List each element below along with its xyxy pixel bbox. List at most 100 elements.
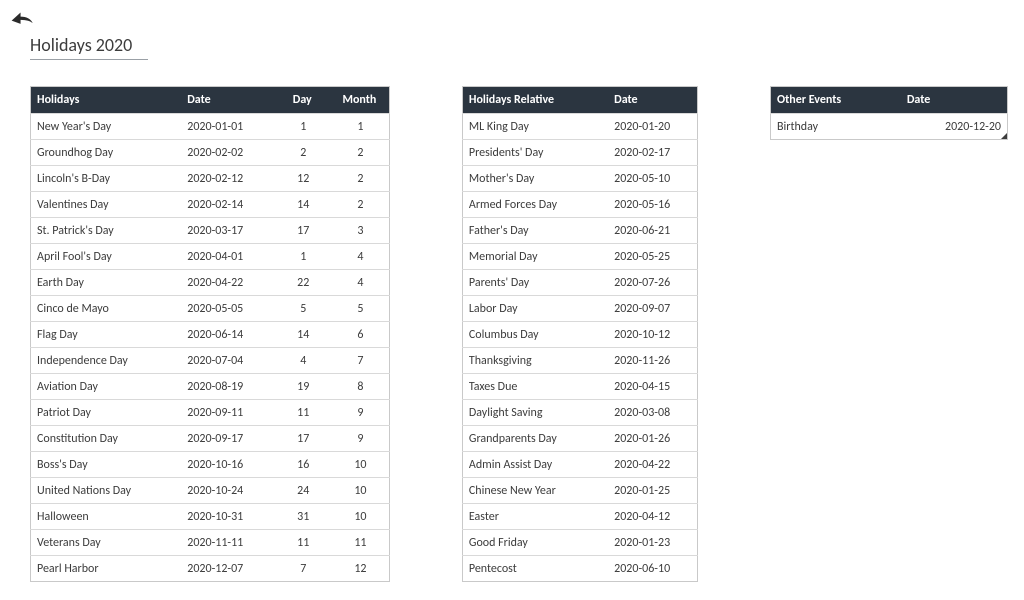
table-cell: 4 bbox=[332, 244, 389, 270]
table-cell: 2020-03-17 bbox=[181, 218, 274, 244]
table-cell: 2020-06-14 bbox=[181, 322, 274, 348]
table-cell: 2020-02-02 bbox=[181, 140, 274, 166]
table-cell: 2020-07-26 bbox=[608, 270, 697, 296]
table-cell: Easter bbox=[462, 504, 608, 530]
col-header: Day bbox=[275, 87, 332, 114]
table-cell: 14 bbox=[275, 322, 332, 348]
table-cell: 17 bbox=[275, 426, 332, 452]
col-header: Month bbox=[332, 87, 389, 114]
table-row: Admin Assist Day2020-04-22 bbox=[462, 452, 697, 478]
table-cell: Birthday bbox=[770, 114, 900, 140]
table-cell: United Nations Day bbox=[31, 478, 182, 504]
table-cell: 2020-10-12 bbox=[608, 322, 697, 348]
col-header: Date bbox=[608, 87, 697, 114]
table-cell: Cinco de Mayo bbox=[31, 296, 182, 322]
table-cell: Daylight Saving bbox=[462, 400, 608, 426]
table-row: Taxes Due2020-04-15 bbox=[462, 374, 697, 400]
table-row: St. Patrick's Day2020-03-17173 bbox=[31, 218, 390, 244]
table-cell: Memorial Day bbox=[462, 244, 608, 270]
other-events-table: Other Events Date Birthday2020-12-20 bbox=[770, 86, 1008, 140]
table-cell: 2020-02-14 bbox=[181, 192, 274, 218]
table-cell: 2020-12-20 bbox=[901, 114, 1008, 140]
table-cell: 2020-06-21 bbox=[608, 218, 697, 244]
table-row: Grandparents Day2020-01-26 bbox=[462, 426, 697, 452]
table-row: Pentecost2020-06-10 bbox=[462, 556, 697, 582]
table-row: Groundhog Day2020-02-0222 bbox=[31, 140, 390, 166]
table-cell: Halloween bbox=[31, 504, 182, 530]
table-row: Father's Day2020-06-21 bbox=[462, 218, 697, 244]
table-cell: 2020-06-10 bbox=[608, 556, 697, 582]
table-row: Columbus Day2020-10-12 bbox=[462, 322, 697, 348]
table-cell: 2020-04-01 bbox=[181, 244, 274, 270]
table-cell: Chinese New Year bbox=[462, 478, 608, 504]
back-arrow-icon[interactable] bbox=[10, 8, 36, 30]
table-cell: 2020-02-12 bbox=[181, 166, 274, 192]
table-cell: 2 bbox=[332, 166, 389, 192]
table-row: Chinese New Year2020-01-25 bbox=[462, 478, 697, 504]
table-cell: 2020-10-24 bbox=[181, 478, 274, 504]
table-cell: 2020-09-17 bbox=[181, 426, 274, 452]
table-cell: 2020-04-22 bbox=[181, 270, 274, 296]
table-cell: Good Friday bbox=[462, 530, 608, 556]
table-cell: 2 bbox=[332, 192, 389, 218]
table-cell: Aviation Day bbox=[31, 374, 182, 400]
table-cell: 2020-04-22 bbox=[608, 452, 697, 478]
table-cell: 2020-03-08 bbox=[608, 400, 697, 426]
table-cell: 2020-10-31 bbox=[181, 504, 274, 530]
col-header: Other Events bbox=[770, 87, 900, 114]
table-cell: Presidents' Day bbox=[462, 140, 608, 166]
table-row: April Fool's Day2020-04-0114 bbox=[31, 244, 390, 270]
table-cell: 2020-05-10 bbox=[608, 166, 697, 192]
table-cell: 14 bbox=[275, 192, 332, 218]
table-cell: 5 bbox=[275, 296, 332, 322]
table-cell: 2020-09-07 bbox=[608, 296, 697, 322]
table-cell: Groundhog Day bbox=[31, 140, 182, 166]
table-cell: 2020-05-16 bbox=[608, 192, 697, 218]
table-cell: 2020-05-25 bbox=[608, 244, 697, 270]
table-cell: 31 bbox=[275, 504, 332, 530]
table-row: Patriot Day2020-09-11119 bbox=[31, 400, 390, 426]
table-cell: 2 bbox=[275, 140, 332, 166]
table-row: Birthday2020-12-20 bbox=[770, 114, 1007, 140]
table-row: Earth Day2020-04-22224 bbox=[31, 270, 390, 296]
table-row: Good Friday2020-01-23 bbox=[462, 530, 697, 556]
table-cell: 10 bbox=[332, 452, 389, 478]
table-row: Aviation Day2020-08-19198 bbox=[31, 374, 390, 400]
col-header: Date bbox=[901, 87, 1008, 114]
table-cell: 5 bbox=[332, 296, 389, 322]
table-cell: Father's Day bbox=[462, 218, 608, 244]
table-cell: 2020-10-16 bbox=[181, 452, 274, 478]
table-cell: Valentines Day bbox=[31, 192, 182, 218]
table-row: Flag Day2020-06-14146 bbox=[31, 322, 390, 348]
table-row: Lincoln's B-Day2020-02-12122 bbox=[31, 166, 390, 192]
table-cell: Veterans Day bbox=[31, 530, 182, 556]
table-cell: New Year's Day bbox=[31, 114, 182, 140]
table-row: Mother's Day2020-05-10 bbox=[462, 166, 697, 192]
table-cell: 4 bbox=[332, 270, 389, 296]
table-row: Armed Forces Day2020-05-16 bbox=[462, 192, 697, 218]
table-cell: Earth Day bbox=[31, 270, 182, 296]
tables-layout: Holidays Date Day Month New Year's Day20… bbox=[8, 86, 1008, 582]
table-cell: 2020-01-01 bbox=[181, 114, 274, 140]
table-cell: 12 bbox=[332, 556, 389, 582]
table-cell: 17 bbox=[275, 218, 332, 244]
table-cell: Flag Day bbox=[31, 322, 182, 348]
table-cell: 7 bbox=[275, 556, 332, 582]
table-row: United Nations Day2020-10-242410 bbox=[31, 478, 390, 504]
table-cell: Armed Forces Day bbox=[462, 192, 608, 218]
table-row: Easter2020-04-12 bbox=[462, 504, 697, 530]
table-row: Pearl Harbor2020-12-07712 bbox=[31, 556, 390, 582]
table-cell: 19 bbox=[275, 374, 332, 400]
table-cell: 2020-09-11 bbox=[181, 400, 274, 426]
table-row: ML King Day2020-01-20 bbox=[462, 114, 697, 140]
col-header: Date bbox=[181, 87, 274, 114]
table-cell: Columbus Day bbox=[462, 322, 608, 348]
table-cell: Taxes Due bbox=[462, 374, 608, 400]
table-cell: 2020-08-19 bbox=[181, 374, 274, 400]
table-cell: 1 bbox=[275, 244, 332, 270]
table-cell: 4 bbox=[275, 348, 332, 374]
table-cell: 10 bbox=[332, 504, 389, 530]
table-cell: 2 bbox=[332, 140, 389, 166]
table-cell: 9 bbox=[332, 400, 389, 426]
col-header: Holidays Relative bbox=[462, 87, 608, 114]
